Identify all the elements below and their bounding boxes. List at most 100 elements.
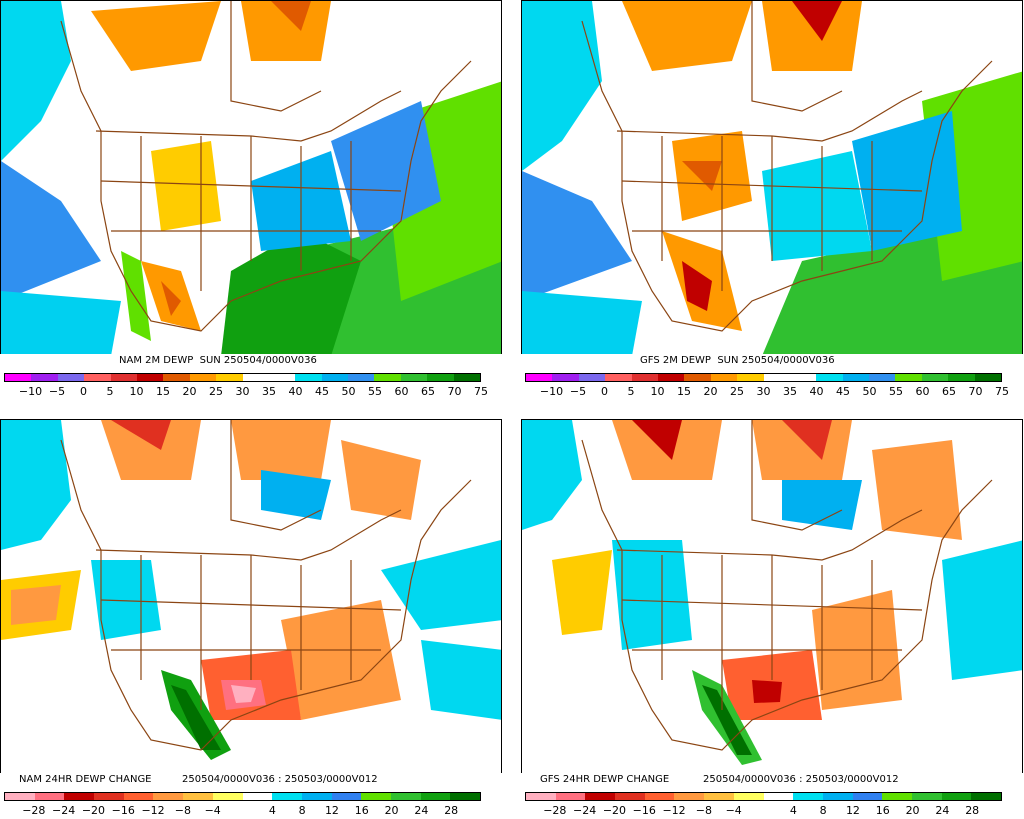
map-gfs-dewp [521, 0, 1023, 355]
tick-label: 4 [789, 804, 797, 817]
color-swatch [822, 793, 853, 800]
tick-label: 40 [809, 385, 824, 398]
tick-label: 70 [447, 385, 462, 398]
color-swatch [605, 374, 632, 381]
color-swatch [64, 793, 95, 800]
color-scale-ticks: −28 −24 −20 −16 −12 −8 −4 4 8 12 16 20 24 28 [4, 804, 481, 818]
color-swatch [242, 374, 269, 381]
color-swatch [348, 374, 375, 381]
tick-label: 65 [942, 385, 956, 398]
color-swatch [585, 793, 616, 800]
panel-title: NAM 2M DEWP SUN 250504/0000V036 [0, 354, 502, 368]
tick-label: 12 [324, 804, 339, 817]
color-swatch [5, 793, 35, 800]
color-scale-bar [4, 792, 481, 801]
color-swatch [189, 374, 217, 381]
tick-label: −8 [174, 804, 191, 817]
title-text: NAM 2M DEWP SUN 250504/0000V036 [119, 355, 317, 366]
tick-label: 35 [783, 385, 797, 398]
title-text: GFS 2M DEWP SUN 250504/0000V036 [640, 355, 835, 366]
tick-label: 16 [354, 804, 369, 817]
color-swatch [882, 793, 912, 800]
color-swatch [94, 793, 124, 800]
tick-label: 20 [182, 385, 197, 398]
tick-label: −20 [81, 804, 106, 817]
title-right-text: 250504/0000V036 : 250503/0000V012 [182, 774, 378, 785]
tick-label: 55 [368, 385, 382, 398]
color-swatch [869, 374, 896, 381]
tick-label: 50 [862, 385, 877, 398]
color-swatch [578, 374, 606, 381]
color-swatch [644, 793, 675, 800]
color-swatch [941, 793, 972, 800]
tick-label: 10 [650, 385, 665, 398]
color-swatch [971, 793, 1001, 800]
tick-label: 45 [836, 385, 850, 398]
tick-label: −5 [48, 385, 66, 398]
color-swatch [526, 374, 553, 381]
color-scale-bar [525, 373, 1002, 382]
color-swatch [34, 793, 65, 800]
color-swatch [331, 793, 362, 800]
tick-label: 20 [703, 385, 718, 398]
tick-label: 65 [421, 385, 435, 398]
color-swatch [427, 374, 454, 381]
tick-label: 15 [677, 385, 691, 398]
panel-nam-dewp: NAM 2M DEWP SUN 250504/0000V036 −10 −5 0 5 1… [0, 0, 502, 400]
tick-label: −4 [725, 804, 742, 817]
tick-label: 50 [341, 385, 356, 398]
color-swatch [420, 793, 451, 800]
color-swatch [136, 374, 164, 381]
color-scale-bar [4, 373, 481, 382]
color-swatch [321, 374, 349, 381]
tick-label: −28 [543, 804, 567, 817]
color-swatch [895, 374, 922, 381]
tick-label: 16 [875, 804, 890, 817]
tick-label: 4 [268, 804, 276, 817]
panel-title: NAM 24HR DEWP CHANGE 250504/0000V036 : 2… [0, 773, 502, 787]
color-swatch [123, 793, 154, 800]
color-scale-ticks: −28 −24 −20 −16 −12 −8 −4 4 8 12 16 20 24 28 [525, 804, 1002, 818]
color-swatch [212, 793, 243, 800]
tick-label: 70 [968, 385, 983, 398]
tick-label: 25 [209, 385, 223, 398]
tick-label: −28 [22, 804, 46, 817]
tick-label: −24 [52, 804, 76, 817]
color-swatch [84, 374, 111, 381]
tick-label: 8 [298, 804, 306, 817]
tick-label: 12 [845, 804, 860, 817]
tick-label: −16 [632, 804, 656, 817]
tick-label: 60 [394, 385, 409, 398]
color-swatch [295, 374, 322, 381]
color-swatch [450, 793, 480, 800]
tick-label: 30 [235, 385, 250, 398]
color-swatch [793, 793, 823, 800]
tick-label: −5 [569, 385, 587, 398]
tick-label: 0 [80, 385, 87, 398]
color-swatch [110, 374, 137, 381]
title-left-text: GFS 24HR DEWP CHANGE [540, 774, 670, 785]
map-gfs-change [521, 419, 1023, 774]
color-swatch [631, 374, 658, 381]
tick-label: 60 [915, 385, 930, 398]
color-swatch [842, 374, 870, 381]
panel-title: GFS 24HR DEWP CHANGE 250504/0000V036 : 2… [521, 773, 1023, 787]
color-swatch [5, 374, 32, 381]
color-scale-ticks: −10 −5 0 5 10 15 20 25 30 35 40 45 50 55 60 65 70 75 [4, 385, 488, 399]
color-swatch [948, 374, 975, 381]
title-left-text: NAM 24HR DEWP CHANGE [19, 774, 152, 785]
panel-gfs-dewp: GFS 2M DEWP SUN 250504/0000V036 −10 −5 0 5 1… [521, 0, 1023, 400]
tick-label: 24 [414, 804, 429, 817]
color-swatch [153, 793, 184, 800]
tick-label: 8 [819, 804, 827, 817]
color-swatch [374, 374, 401, 381]
color-scale-ticks: −10 −5 0 5 10 15 20 25 30 35 40 45 50 55 60 65 70 75 [525, 385, 1009, 399]
map-nam-change [0, 419, 502, 774]
tick-label: −8 [695, 804, 712, 817]
tick-label: −24 [573, 804, 597, 817]
tick-label: −10 [18, 385, 43, 398]
color-swatch [737, 374, 764, 381]
color-swatch [268, 374, 296, 381]
tick-label: 35 [262, 385, 276, 398]
tick-label: −20 [602, 804, 627, 817]
